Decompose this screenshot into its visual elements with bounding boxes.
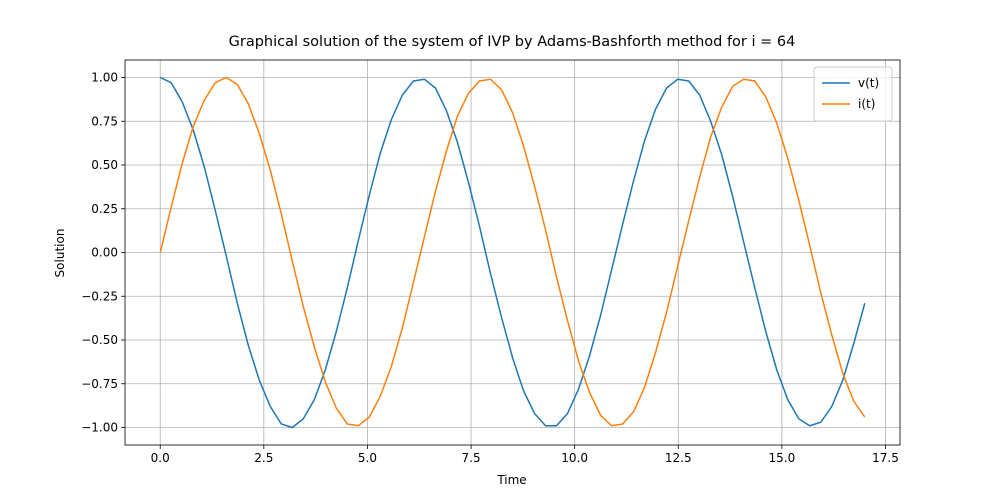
x-tick-label: 7.5 [462, 451, 481, 465]
plot-frame [124, 59, 901, 446]
y-tick-label: 0.50 [91, 158, 118, 172]
y-axis-label: Solution [53, 229, 67, 278]
x-tick-label: 15.0 [769, 451, 796, 465]
y-tick-label: −1.00 [81, 421, 118, 435]
legend-label: v(t) [858, 76, 879, 90]
data-line [159, 76, 866, 429]
y-tick-label: 1.00 [91, 71, 118, 85]
data-line [159, 76, 866, 427]
y-tick-label: 0.00 [91, 246, 118, 260]
x-tick-label: 12.5 [665, 451, 692, 465]
x-axis-label: Time [496, 473, 526, 487]
x-tick-label: 5.0 [358, 451, 377, 465]
legend-box [813, 66, 893, 122]
legend-label: i(t) [858, 97, 875, 111]
x-tick-label: 10.0 [561, 451, 588, 465]
y-tick-label: 0.75 [91, 114, 118, 128]
y-tick-label: −0.75 [81, 377, 118, 391]
y-tick-label: 0.25 [91, 202, 118, 216]
x-tick-label: 2.5 [254, 451, 273, 465]
chart-title: Graphical solution of the system of IVP … [229, 34, 796, 50]
x-tick-label: 0.0 [151, 451, 170, 465]
y-tick-label: −0.25 [81, 289, 118, 303]
y-tick-label: −0.50 [81, 333, 118, 347]
x-tick-label: 17.5 [872, 451, 899, 465]
